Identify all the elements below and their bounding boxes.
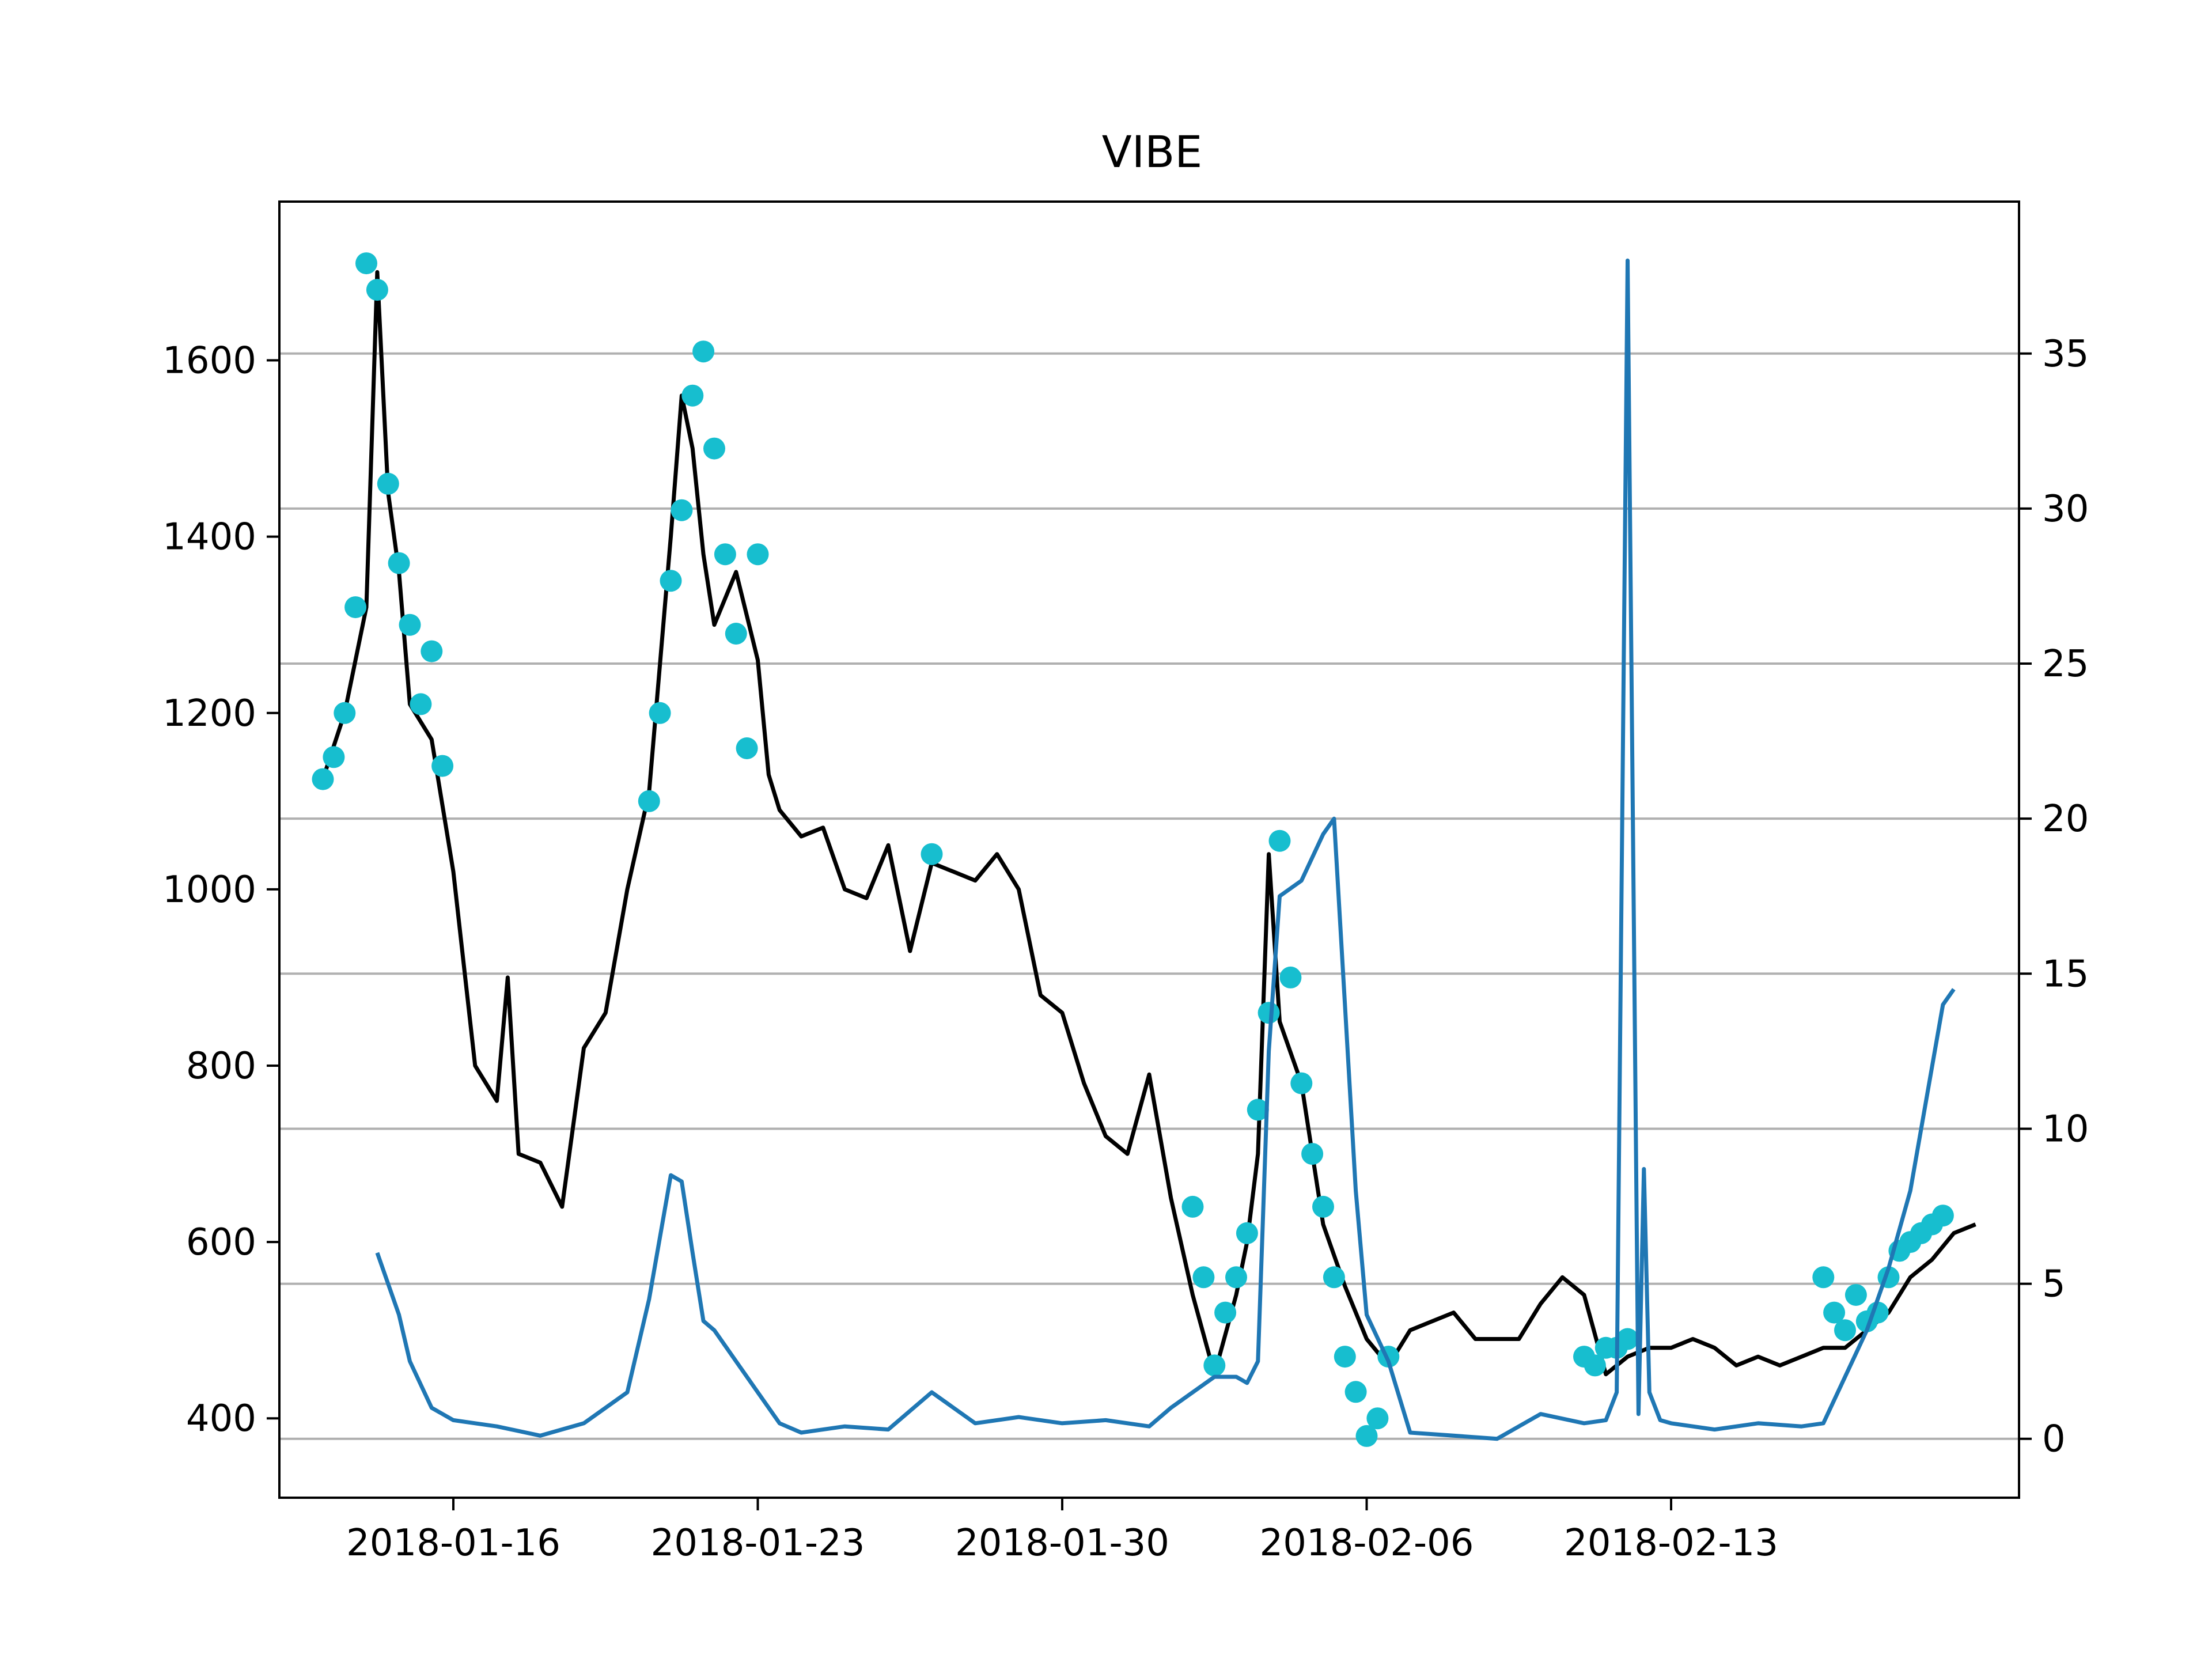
marker-point xyxy=(736,737,758,759)
y-tick-label: 800 xyxy=(186,1045,256,1088)
marker-point xyxy=(1584,1354,1606,1377)
y2-tick-label: 20 xyxy=(2042,798,2089,840)
marker-point xyxy=(334,702,356,724)
marker-point xyxy=(366,279,388,301)
marker-point xyxy=(638,790,660,812)
marker-point xyxy=(1366,1407,1389,1430)
marker-point xyxy=(671,499,693,521)
marker-point xyxy=(1214,1301,1237,1324)
marker-point xyxy=(312,768,334,790)
plot-area xyxy=(312,252,1976,1447)
marker-point xyxy=(1225,1266,1247,1289)
indicator-line xyxy=(375,258,1956,1441)
grid xyxy=(279,352,2019,1440)
marker-point xyxy=(1247,1099,1269,1121)
marker-point xyxy=(1290,1072,1313,1094)
marker-point xyxy=(1344,1381,1367,1403)
marker-point xyxy=(323,746,345,768)
marker-point xyxy=(410,693,432,715)
y-tick-label: 1600 xyxy=(162,340,256,382)
y2-tick-label: 25 xyxy=(2042,643,2089,685)
marker-point xyxy=(1181,1195,1204,1218)
marker-point xyxy=(431,755,454,777)
x-tick-label: 2018-01-30 xyxy=(955,1522,1169,1565)
marker-point xyxy=(747,543,769,566)
marker-point xyxy=(1834,1319,1856,1342)
marker-point xyxy=(388,552,410,574)
marker-point xyxy=(649,702,671,724)
chart-title: VIBE xyxy=(1102,126,1203,177)
marker-point xyxy=(725,623,747,645)
y-axis-right: 0 5 10 15 20 25 30 35 xyxy=(2019,333,2089,1461)
marker-point xyxy=(681,384,704,407)
y2-tick-label: 5 xyxy=(2042,1263,2066,1306)
y2-tick-label: 0 xyxy=(2042,1418,2066,1461)
marker-point xyxy=(1192,1266,1215,1289)
y2-tick-label: 15 xyxy=(2042,953,2089,995)
marker-point xyxy=(344,596,367,619)
x-axis: 2018-01-16 2018-01-23 2018-01-30 2018-02-06… xyxy=(346,1498,1778,1565)
marker-point xyxy=(1334,1346,1356,1368)
y2-tick-label: 30 xyxy=(2042,488,2089,531)
marker-point xyxy=(1257,1002,1280,1024)
marker-point xyxy=(1812,1266,1835,1289)
marker-point xyxy=(703,437,725,460)
x-tick-label: 2018-01-23 xyxy=(651,1522,865,1565)
marker-point xyxy=(1301,1143,1324,1165)
marker-point xyxy=(1312,1195,1334,1218)
marker-point xyxy=(1279,966,1302,988)
marker-point xyxy=(692,340,715,363)
y-axis-left: 400 600 800 1000 1200 1400 1600 xyxy=(162,340,279,1440)
marker-point xyxy=(1823,1301,1846,1324)
y2-tick-label: 35 xyxy=(2042,333,2089,376)
marker-point xyxy=(714,543,736,566)
marker-point xyxy=(1203,1354,1226,1377)
x-tick-label: 2018-02-06 xyxy=(1260,1522,1474,1565)
x-tick-label: 2018-01-16 xyxy=(346,1522,560,1565)
y-tick-label: 400 xyxy=(186,1397,256,1440)
marker-point xyxy=(921,843,943,865)
price-line xyxy=(321,270,1976,1377)
marker-point xyxy=(377,472,399,495)
marker-point xyxy=(1931,1205,1954,1227)
plot-frame xyxy=(278,200,2020,1499)
marker-point xyxy=(355,252,377,275)
y-tick-label: 1400 xyxy=(162,516,256,559)
marker-point xyxy=(421,640,443,662)
y2-tick-label: 10 xyxy=(2042,1108,2089,1150)
marker-point xyxy=(660,570,682,592)
marker-point xyxy=(1355,1425,1378,1447)
marker-point xyxy=(1268,830,1291,852)
y-tick-label: 600 xyxy=(186,1221,256,1264)
marker-point xyxy=(399,613,421,636)
marker-point xyxy=(1236,1222,1258,1244)
marker-point xyxy=(1844,1284,1867,1306)
x-tick-label: 2018-02-13 xyxy=(1564,1522,1778,1565)
y-tick-label: 1200 xyxy=(162,692,256,735)
y-tick-label: 1000 xyxy=(162,869,256,911)
marker-point xyxy=(1323,1266,1345,1289)
marker-point xyxy=(1616,1328,1639,1350)
